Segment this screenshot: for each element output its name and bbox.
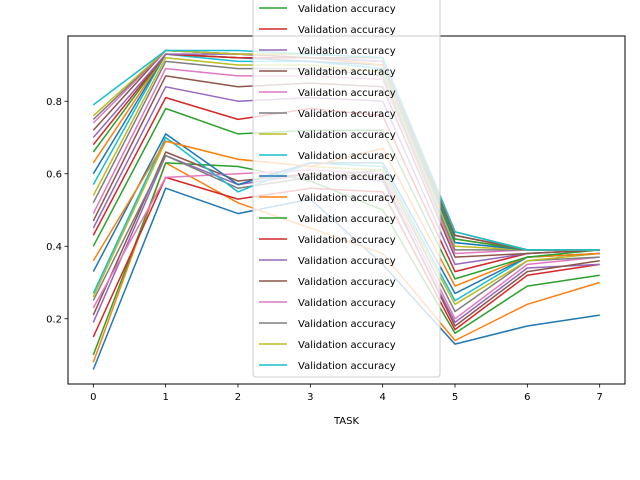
legend-label: Validation accuracy	[298, 214, 396, 225]
legend-label: Validation accuracy	[298, 256, 396, 267]
x-tick-label: 0	[90, 392, 96, 403]
y-tick-label: 0.6	[46, 169, 62, 180]
legend-label: Validation accuracy	[298, 235, 396, 246]
x-tick-label: 1	[162, 392, 168, 403]
legend-label: Validation accuracy	[298, 340, 396, 351]
y-tick-label: 0.8	[46, 97, 62, 108]
legend-label: Validation accuracy	[298, 109, 396, 120]
x-tick-label: 7	[596, 392, 602, 403]
legend-label: Validation accuracy	[298, 25, 396, 36]
x-axis-label: TASK	[333, 416, 360, 427]
x-tick-label: 3	[307, 392, 313, 403]
x-tick-label: 4	[379, 392, 385, 403]
legend-label: Validation accuracy	[298, 130, 396, 141]
legend-label: Validation accuracy	[298, 67, 396, 78]
legend-label: Validation accuracy	[298, 193, 396, 204]
legend-label: Validation accuracy	[298, 88, 396, 99]
x-tick-label: 2	[235, 392, 241, 403]
legend-label: Validation accuracy	[298, 151, 396, 162]
x-axis: 0 1 2 3 4 5 6 7	[90, 384, 603, 403]
x-tick-label: 5	[452, 392, 458, 403]
x-tick-label: 6	[524, 392, 530, 403]
legend-label: Validation accuracy	[298, 361, 396, 372]
y-tick-label: 0.4	[46, 242, 62, 253]
legend-label: Validation accuracy	[298, 172, 396, 183]
legend-label: Validation accuracy	[298, 277, 396, 288]
legend-label: Validation accuracy	[298, 319, 396, 330]
legend: Validation accuracy Validation accuracy Va…	[252, 0, 441, 378]
legend-label: Validation accuracy	[298, 46, 396, 57]
y-tick-label: 0.2	[46, 314, 62, 325]
legend-label: Validation accuracy	[298, 4, 396, 15]
legend-label: Validation accuracy	[298, 298, 396, 309]
legend-box	[252, 0, 441, 378]
y-axis: 0.2 0.4 0.6 0.8	[46, 97, 68, 325]
